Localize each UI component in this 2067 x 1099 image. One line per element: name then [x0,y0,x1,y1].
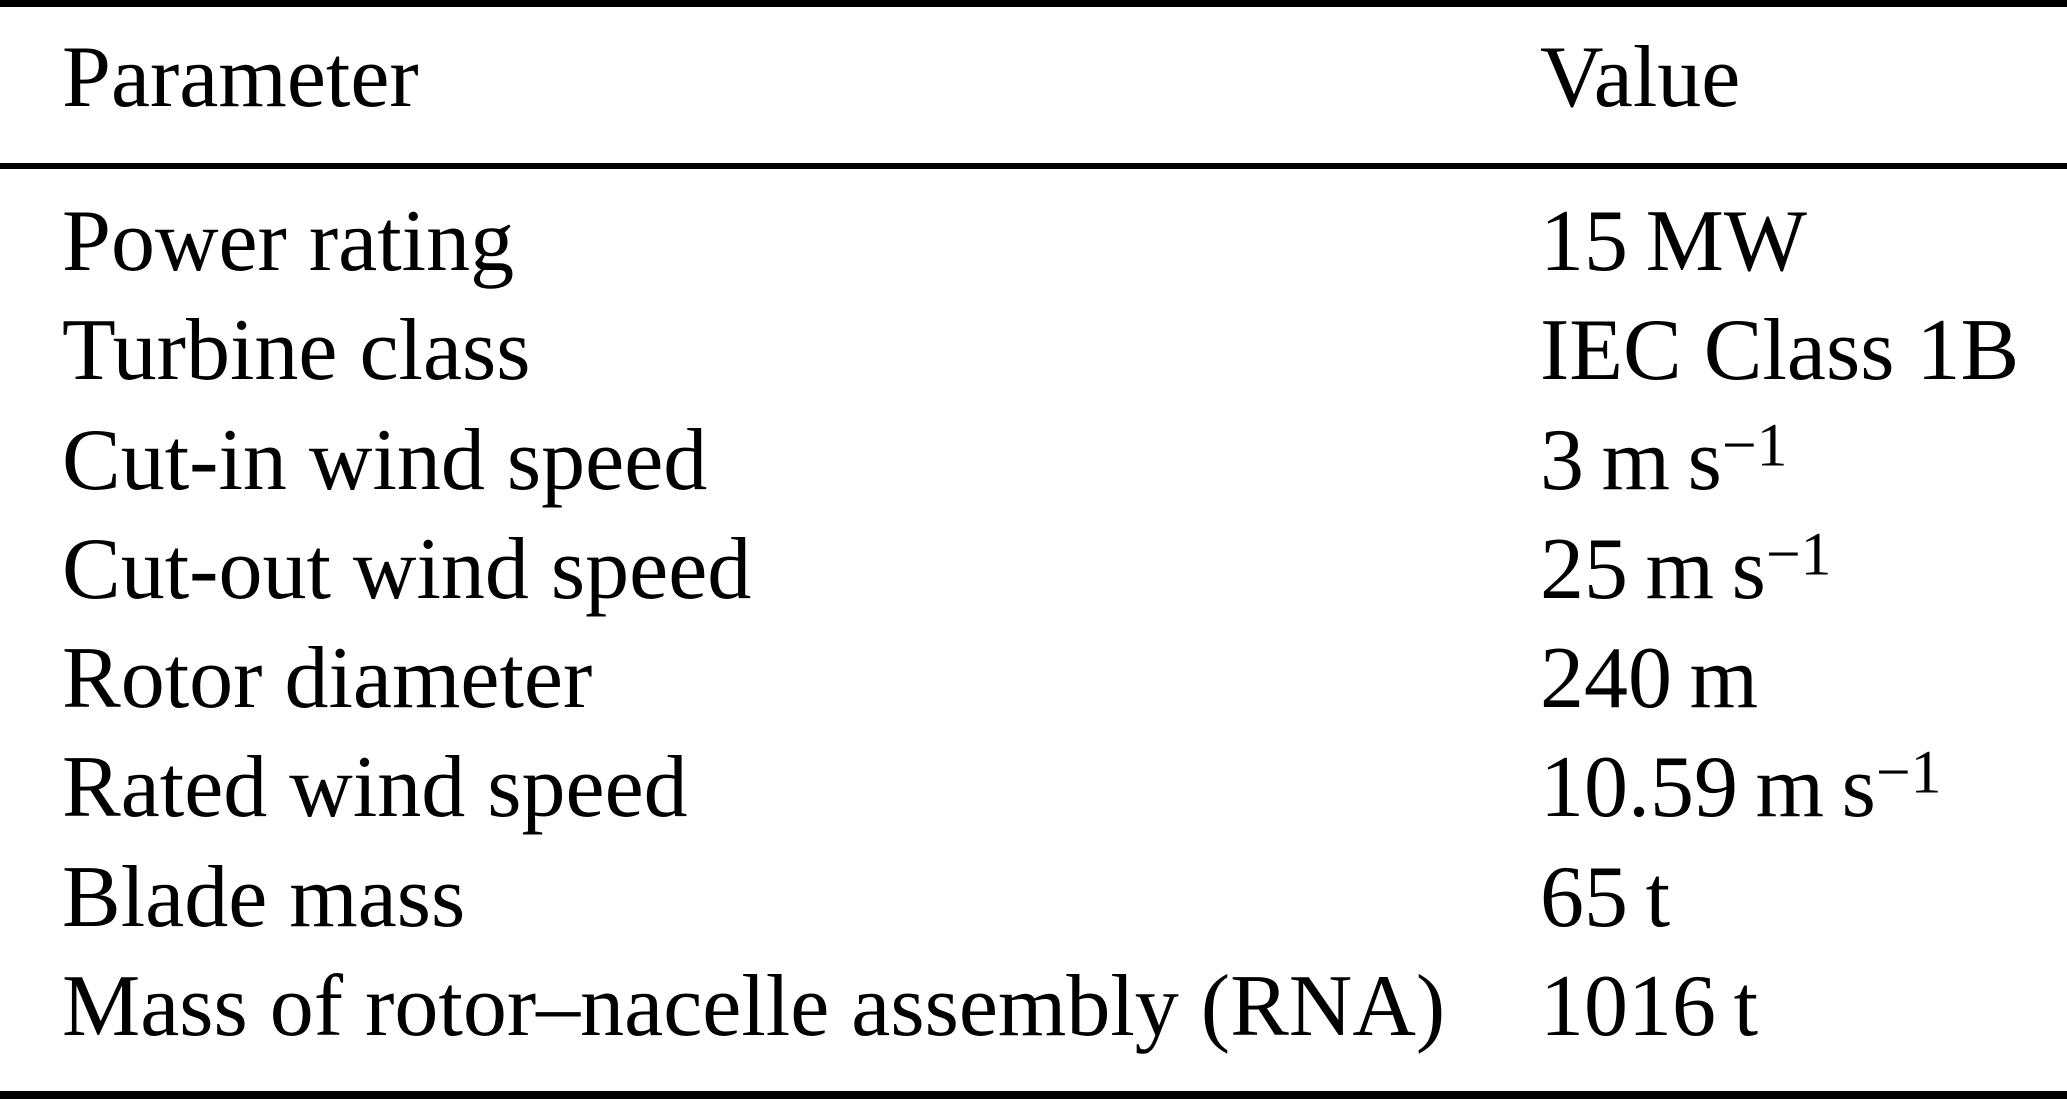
parameter-cell: Blade mass [62,848,466,946]
value-cell: 15 MW [1540,187,2067,296]
value-text: 15 MW [1540,193,1807,290]
table-header-row: Parameter Value [0,7,2067,163]
value-text: 1016 t [1540,958,1759,1056]
value-cell: 10.59 m s−1 [1540,733,2067,842]
value-cell: 1016 t [1540,952,2067,1061]
value-text: 10.59 m s [1540,739,1876,837]
value-text: 3 m s [1540,411,1722,509]
value-superscript: −1 [1721,411,1788,480]
value-text: 65 t [1540,848,1671,946]
table-row: Turbine class IEC Class 1B [0,296,2067,405]
table-row: Rated wind speed 10.59 m s−1 [0,733,2067,842]
parameter-cell: Mass of rotor–nacelle assembly (RNA) [62,958,1446,1056]
parameter-cell: Cut-out wind speed [62,520,752,618]
table-row: Mass of rotor–nacelle assembly (RNA) 101… [0,952,2067,1061]
value-cell: IEC Class 1B [1540,296,2067,405]
table-row: Power rating 15 MW [0,187,2067,296]
parameter-cell: Rotor diameter [62,630,593,728]
value-superscript: −1 [1875,739,1942,808]
table-row: Cut-in wind speed 3 m s−1 [0,406,2067,515]
table-row: Cut-out wind speed 25 m s−1 [0,515,2067,624]
value-superscript: −1 [1765,520,1832,589]
midrule [0,163,2067,169]
value-cell: 240 m [1540,624,2067,733]
parameter-cell: Cut-in wind speed [62,411,708,509]
value-text: 25 m s [1540,520,1766,618]
value-cell: 3 m s−1 [1540,406,2067,515]
parameter-cell: Turbine class [62,302,531,400]
value-text: IEC Class 1B [1540,302,2020,400]
header-parameter: Parameter [62,29,419,126]
header-value: Value [1540,29,1741,126]
table-body: Power rating 15 MW Turbine class IEC Cla… [0,169,2067,1061]
table-row: Blade mass 65 t [0,843,2067,952]
value-cell: 65 t [1540,843,2067,952]
value-cell: 25 m s−1 [1540,515,2067,624]
table-row: Rotor diameter 240 m [0,624,2067,733]
parameter-cell: Rated wind speed [62,739,688,837]
value-text: 240 m [1540,630,1759,728]
parameter-cell: Power rating [62,193,515,290]
